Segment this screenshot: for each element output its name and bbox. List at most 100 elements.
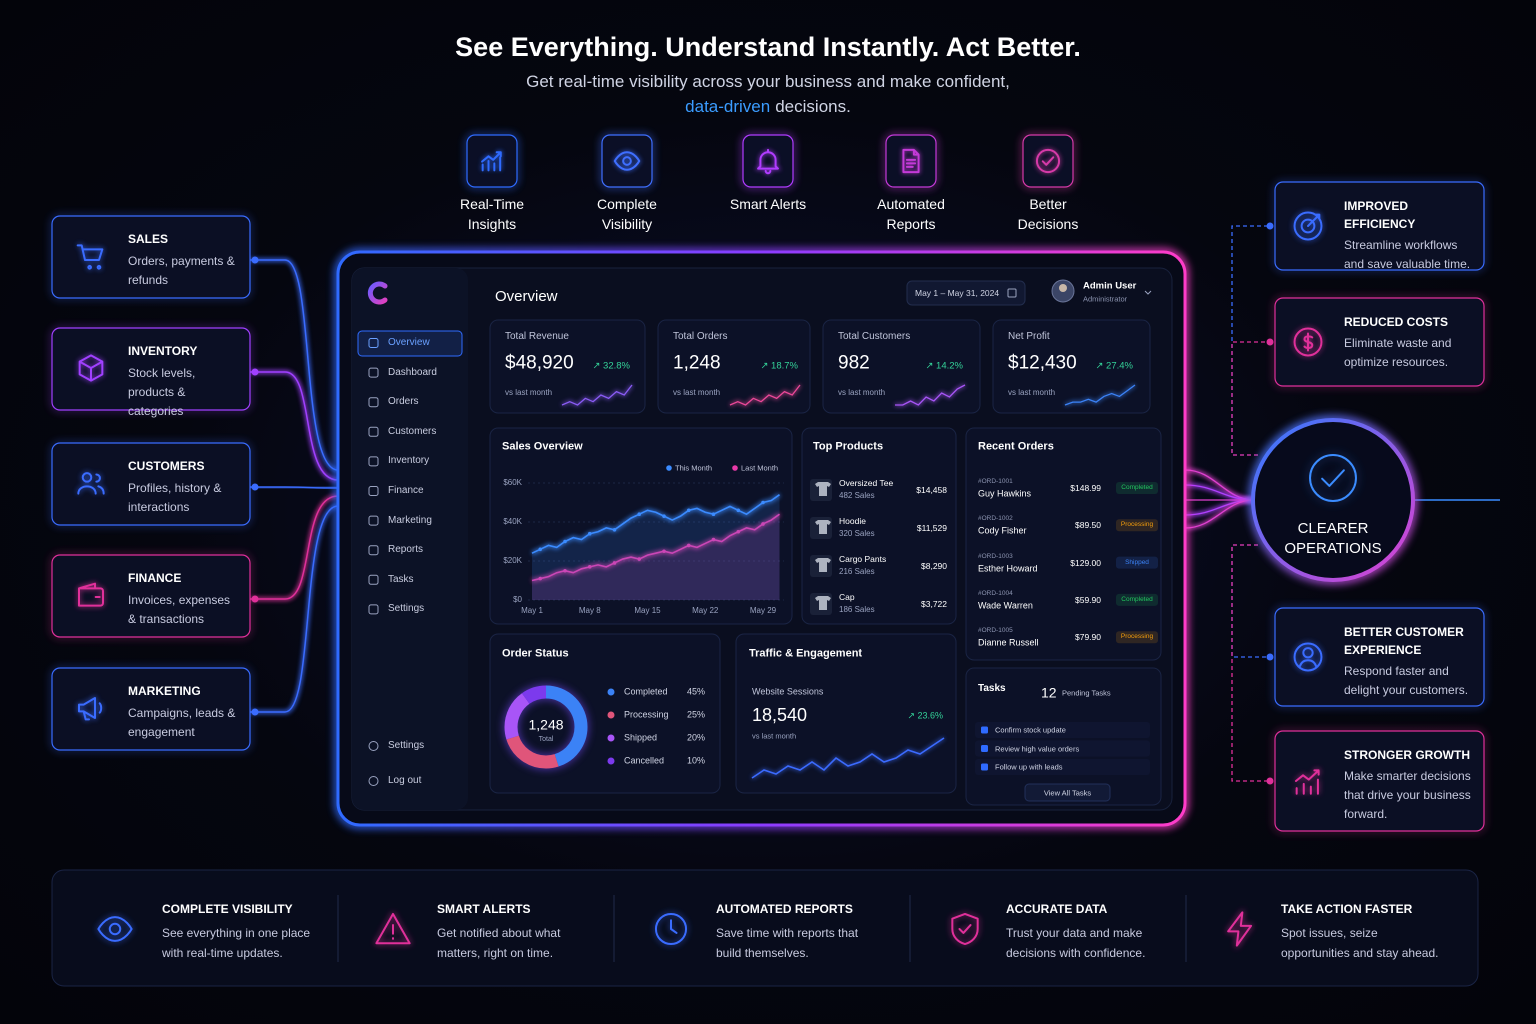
tasks-button-label[interactable]: View All Tasks xyxy=(1043,788,1092,797)
product-name: Hoodie xyxy=(839,515,866,526)
nav-item[interactable]: Dashboard xyxy=(388,366,437,378)
series-point xyxy=(612,561,617,565)
nav-item[interactable]: Log out xyxy=(388,775,422,786)
nav-item[interactable]: Reports xyxy=(388,544,424,556)
kpi-card xyxy=(489,319,646,414)
donut-segment xyxy=(504,685,588,769)
tasks-title: Tasks xyxy=(978,683,1006,694)
product-sales: 186 Sales xyxy=(839,605,875,615)
donut-total: 1,248 xyxy=(528,716,564,733)
module-desc: Campaigns, leads & engagement xyxy=(128,706,236,739)
benefit-icon xyxy=(952,914,977,944)
status-badge xyxy=(1116,519,1158,532)
x-tick-label: May 15 xyxy=(634,606,661,616)
series-point xyxy=(686,543,691,548)
order-status: Completed xyxy=(1121,484,1153,492)
legend-label: This Month xyxy=(675,463,713,473)
task-item[interactable]: Follow up with leads xyxy=(995,762,1063,772)
order-amount: $129.00 xyxy=(1070,557,1101,568)
x-tick-label: May 8 xyxy=(578,606,601,616)
feature-box xyxy=(466,134,518,188)
nav-icon xyxy=(368,604,379,615)
outcome-desc: Make smarter decisions that drive your b… xyxy=(1344,769,1471,821)
page-title: See Everything. Understand Instantly. Ac… xyxy=(455,31,1081,62)
module-icon xyxy=(79,698,101,719)
module-title: SALES xyxy=(128,232,169,246)
kpi-sparkline xyxy=(729,384,801,406)
sales-title: Sales Overview xyxy=(502,440,583,453)
feature-icon xyxy=(1037,150,1059,172)
nav-item[interactable]: Settings xyxy=(388,603,425,615)
nav-active xyxy=(357,330,463,357)
nav-item[interactable]: Customers xyxy=(388,425,437,437)
kpi-card xyxy=(822,319,981,414)
benefit-icon xyxy=(1228,912,1251,945)
outcome-icon xyxy=(1295,329,1322,356)
dashed-connector xyxy=(1231,225,1270,456)
series-point xyxy=(736,508,741,513)
outcome-card xyxy=(1274,297,1485,387)
series-point xyxy=(662,514,666,518)
nav-item[interactable]: Finance xyxy=(388,485,424,496)
traffic-sparkline xyxy=(751,737,945,779)
products-title: Top Products xyxy=(813,440,884,453)
legend-dot xyxy=(732,465,738,471)
nav-item[interactable]: Settings xyxy=(388,740,425,751)
nav-item[interactable]: Overview xyxy=(388,337,430,348)
series-point xyxy=(761,522,765,526)
module-card xyxy=(51,442,251,526)
series-point xyxy=(587,565,592,569)
nav-item[interactable]: Inventory xyxy=(388,455,430,467)
chevron xyxy=(1144,290,1152,295)
outcome-desc: Streamline workflows and save valuable t… xyxy=(1344,238,1471,271)
kpi-card xyxy=(657,319,811,414)
kpi-value: 1,248 xyxy=(673,352,721,374)
kpi-note: vs last month xyxy=(838,388,886,398)
kpi-change: ↗ 27.4% xyxy=(1095,360,1133,372)
module-desc: Profiles, history & interactions xyxy=(128,481,222,514)
tasks-count-label: Pending Tasks xyxy=(1062,688,1111,698)
tasks-count: 12 xyxy=(1041,684,1057,701)
task-item[interactable]: Confirm stock update xyxy=(995,725,1066,735)
kpi-label: Total Orders xyxy=(673,331,728,342)
date-range[interactable]: May 1 – May 31, 2024 xyxy=(915,287,1000,298)
task-checkbox xyxy=(981,745,988,752)
nav-item[interactable]: Tasks xyxy=(388,573,414,585)
order-name: Cody Fisher xyxy=(978,525,1027,536)
order-amount: $89.50 xyxy=(1075,520,1101,531)
connector-dot xyxy=(1266,338,1274,346)
order-id: #ORD-1002 xyxy=(978,515,1013,523)
benefit-title: ACCURATE DATA xyxy=(1006,901,1108,916)
series-point xyxy=(761,500,765,505)
status-badge xyxy=(1116,482,1158,494)
connector-glow xyxy=(250,504,339,714)
traffic-change: ↗ 23.6% xyxy=(907,710,943,721)
connector xyxy=(250,259,339,471)
legend-dot xyxy=(607,711,615,719)
nav-item[interactable]: Orders xyxy=(388,396,419,408)
kpi-sparkline xyxy=(561,384,633,406)
product-amount: $14,458 xyxy=(916,484,947,495)
benefits-strip xyxy=(51,869,1479,987)
status-badge xyxy=(1116,593,1158,606)
module-title: FINANCE xyxy=(128,571,182,585)
outcome-icon xyxy=(1295,213,1322,240)
nav-icon xyxy=(368,776,379,786)
task-item[interactable]: Review high value orders xyxy=(995,744,1080,753)
dashed-connector xyxy=(1231,341,1270,456)
nav-item[interactable]: Marketing xyxy=(388,514,432,526)
kpi-value: $12,430 xyxy=(1008,352,1077,374)
feature-label: Smart Alerts xyxy=(729,196,807,212)
nav-icon xyxy=(368,741,379,751)
module-title: CUSTOMERS xyxy=(128,459,205,473)
module-card xyxy=(51,667,251,751)
module-icon xyxy=(78,473,103,494)
outcome-icon xyxy=(1295,644,1322,671)
product-shape xyxy=(815,596,831,610)
benefit-title: TAKE ACTION FASTER xyxy=(1281,901,1413,916)
tasks-button xyxy=(1024,783,1111,802)
donut-segment xyxy=(504,685,588,769)
product-shape xyxy=(815,520,831,534)
status-badge xyxy=(1116,556,1158,569)
